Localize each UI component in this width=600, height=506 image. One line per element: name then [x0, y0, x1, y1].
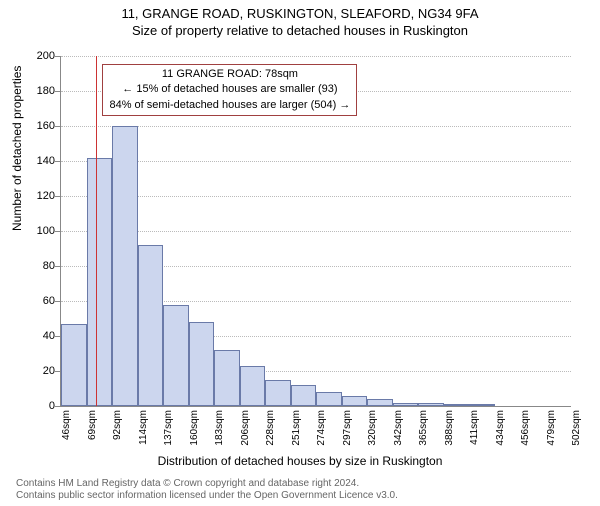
- y-tick: [55, 231, 61, 232]
- footer-line: Contains HM Land Registry data © Crown c…: [16, 478, 398, 490]
- histogram-bar: [367, 399, 393, 406]
- histogram-bar: [291, 385, 317, 406]
- x-tick-label: 365sqm: [418, 410, 429, 450]
- chart-title-sub: Size of property relative to detached ho…: [0, 23, 600, 38]
- y-axis-label: Number of detached properties: [10, 66, 24, 231]
- histogram-bar: [316, 392, 342, 406]
- histogram-bar: [342, 396, 368, 407]
- grid-line: [61, 196, 571, 197]
- x-tick-label: 320sqm: [367, 410, 378, 450]
- x-tick-label: 92sqm: [112, 410, 123, 450]
- y-tick: [55, 301, 61, 302]
- x-tick-label: 114sqm: [138, 410, 149, 450]
- x-tick-label: 434sqm: [495, 410, 506, 450]
- grid-line: [61, 126, 571, 127]
- y-tick-label: 20: [25, 365, 55, 377]
- histogram-bar: [265, 380, 291, 406]
- y-tick-label: 0: [25, 400, 55, 412]
- histogram-bar: [61, 324, 87, 406]
- grid-line: [61, 231, 571, 232]
- x-tick-label: 456sqm: [520, 410, 531, 450]
- x-tick-label: 183sqm: [214, 410, 225, 450]
- footer-attribution: Contains HM Land Registry data © Crown c…: [16, 478, 398, 502]
- y-tick-label: 80: [25, 260, 55, 272]
- grid-line: [61, 56, 571, 57]
- histogram-bar: [393, 403, 419, 407]
- info-box-line: 84% of semi-detached houses are larger (…: [109, 98, 350, 113]
- y-tick-label: 160: [25, 120, 55, 132]
- x-tick-label: 228sqm: [265, 410, 276, 450]
- y-tick-label: 200: [25, 50, 55, 62]
- info-box-line: ← 15% of detached houses are smaller (93…: [109, 82, 350, 97]
- y-tick-label: 180: [25, 85, 55, 97]
- y-tick-label: 60: [25, 295, 55, 307]
- histogram-bar: [138, 245, 164, 406]
- x-axis-label: Distribution of detached houses by size …: [0, 454, 600, 468]
- y-tick: [55, 161, 61, 162]
- y-tick: [55, 266, 61, 267]
- x-tick-label: 251sqm: [291, 410, 302, 450]
- x-tick-label: 137sqm: [163, 410, 174, 450]
- x-tick-label: 479sqm: [546, 410, 557, 450]
- x-tick-label: 274sqm: [316, 410, 327, 450]
- x-tick-label: 502sqm: [571, 410, 582, 450]
- y-tick-label: 120: [25, 190, 55, 202]
- chart-plot-area: 02040608010012014016018020046sqm69sqm92s…: [60, 56, 571, 407]
- grid-line: [61, 161, 571, 162]
- y-tick: [55, 56, 61, 57]
- footer-line: Contains public sector information licen…: [16, 490, 398, 502]
- y-tick-label: 40: [25, 330, 55, 342]
- x-tick-label: 160sqm: [189, 410, 200, 450]
- histogram-bar: [418, 403, 444, 407]
- y-tick: [55, 126, 61, 127]
- histogram-bar: [112, 126, 138, 406]
- x-tick-label: 297sqm: [342, 410, 353, 450]
- y-tick: [55, 91, 61, 92]
- info-box-line: 11 GRANGE ROAD: 78sqm: [109, 67, 350, 82]
- y-tick: [55, 196, 61, 197]
- x-tick-label: 411sqm: [469, 410, 480, 450]
- histogram-bar: [469, 404, 495, 406]
- histogram-bar: [87, 158, 113, 407]
- x-tick-label: 342sqm: [393, 410, 404, 450]
- histogram-bar: [444, 404, 470, 406]
- x-tick-label: 206sqm: [240, 410, 251, 450]
- histogram-bar: [163, 305, 189, 407]
- histogram-bar: [240, 366, 266, 406]
- y-tick-label: 140: [25, 155, 55, 167]
- info-box: 11 GRANGE ROAD: 78sqm← 15% of detached h…: [102, 64, 357, 116]
- indicator-line: [96, 56, 97, 406]
- chart-title-main: 11, GRANGE ROAD, RUSKINGTON, SLEAFORD, N…: [0, 6, 600, 21]
- histogram-bar: [214, 350, 240, 406]
- y-tick-label: 100: [25, 225, 55, 237]
- histogram-bar: [189, 322, 215, 406]
- x-tick-label: 46sqm: [61, 410, 72, 450]
- y-tick: [55, 406, 61, 407]
- x-tick-label: 388sqm: [444, 410, 455, 450]
- x-tick-label: 69sqm: [87, 410, 98, 450]
